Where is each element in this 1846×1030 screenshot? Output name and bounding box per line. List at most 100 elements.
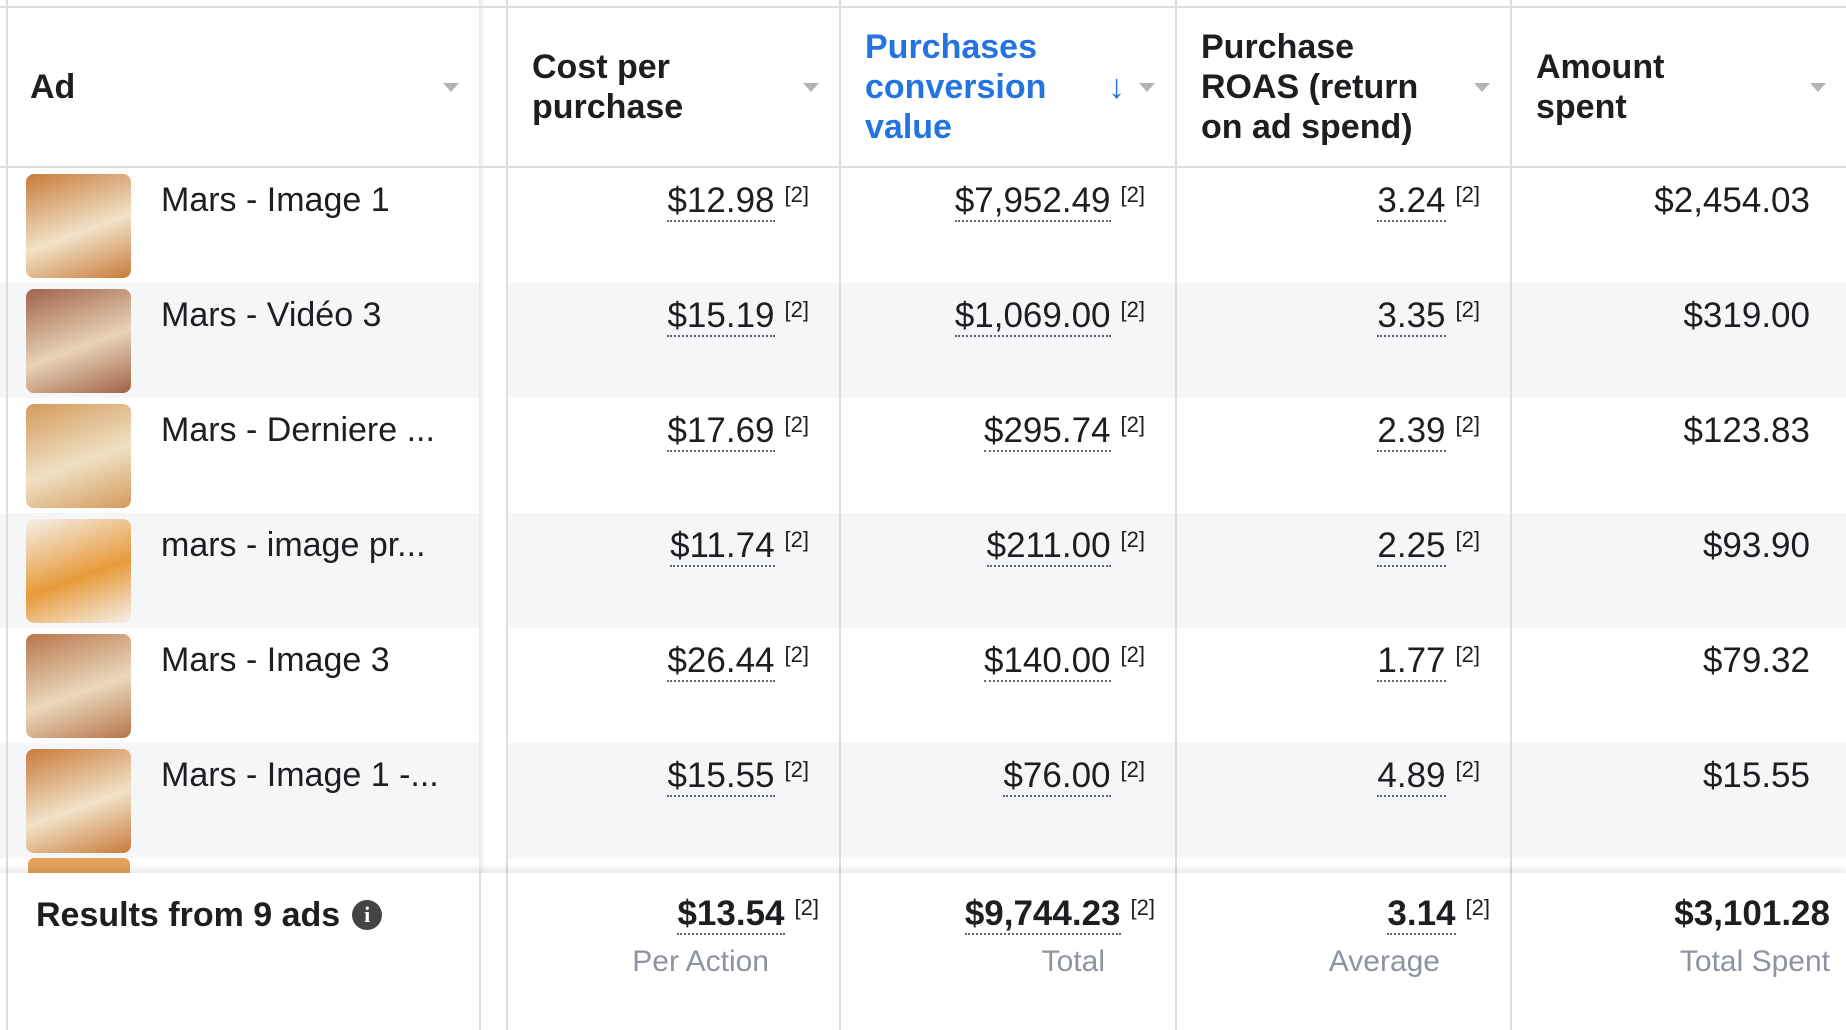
footnote: [2] — [1465, 895, 1490, 920]
metric-cell: 2.25 [2] — [1175, 527, 1510, 567]
metric-cell: $26.44 [2] — [506, 642, 839, 682]
ad-name[interactable]: mars - image pr... — [161, 526, 426, 564]
footer-bg — [0, 873, 1846, 1030]
footer-caption: Total Spent — [1679, 945, 1830, 978]
metric-cell: $11.74 [2] — [506, 527, 839, 567]
column-divider — [1510, 0, 1512, 1030]
ad-thumbnail — [26, 749, 131, 853]
ad-name[interactable]: Mars - Derniere ... — [161, 411, 435, 449]
metric-value: 3.24 — [1377, 181, 1446, 222]
header-label: Purchases conversion value — [865, 28, 1047, 146]
header-label: Amount spent — [1536, 48, 1665, 126]
metric-cell: $2,454.03 — [1510, 182, 1846, 220]
ad-name[interactable]: Mars - Image 3 — [161, 641, 390, 679]
footnote: [2] — [1120, 642, 1145, 667]
header-top-border — [0, 6, 1846, 8]
metric-value: $123.83 — [1683, 411, 1810, 450]
frozen-gap — [479, 0, 506, 1030]
row-partial — [28, 858, 130, 873]
dropdown-caret — [1474, 82, 1490, 92]
metric-value: 3.35 — [1377, 296, 1446, 337]
column-divider — [839, 873, 841, 1030]
footer-value: $9,744.23 — [964, 894, 1121, 935]
column-divider — [479, 873, 481, 1030]
metric-value: $7,952.49 — [954, 181, 1111, 222]
footer-caption: Average — [1328, 945, 1440, 978]
dropdown-caret — [1810, 82, 1826, 92]
footnote: [2] — [1455, 642, 1480, 667]
metric-value: $26.44 — [667, 641, 775, 682]
header-label: Ad — [30, 68, 76, 106]
metric-value: $319.00 — [1683, 296, 1810, 335]
metric-value: 1.77 — [1377, 641, 1446, 682]
metric-cell: $15.55 — [1510, 757, 1846, 795]
column-divider — [6, 873, 8, 1030]
footnote: [2] — [1130, 895, 1155, 920]
footer-cell: $9,744.23 [2] — [839, 895, 1175, 935]
metric-cell: 4.89 [2] — [1175, 757, 1510, 797]
metric-cell: $93.90 — [1510, 527, 1846, 565]
metric-cell: $123.83 — [1510, 412, 1846, 450]
info-icon[interactable]: i — [352, 900, 383, 930]
metric-cell: $15.19 [2] — [506, 297, 839, 337]
metric-cell: $12.98 [2] — [506, 182, 839, 222]
metric-cell: $211.00 [2] — [839, 527, 1175, 567]
metric-value: $79.32 — [1702, 641, 1810, 680]
footer-cell: $3,101.28 — [1510, 895, 1846, 933]
footnote: [2] — [1455, 757, 1480, 782]
metric-cell: $15.55 [2] — [506, 757, 839, 797]
header-label: Cost per purchase — [532, 48, 684, 126]
metric-value: $140.00 — [984, 641, 1111, 682]
metric-value: $76.00 — [1003, 756, 1111, 797]
metric-value: $93.90 — [1702, 526, 1810, 565]
ad-name[interactable]: Mars - Image 1 — [161, 181, 390, 219]
footnote: [2] — [784, 527, 809, 552]
metric-value: $17.69 — [667, 411, 775, 452]
row-bg — [0, 283, 1846, 398]
metric-value: $15.19 — [667, 296, 775, 337]
metric-value: $1,069.00 — [954, 296, 1111, 337]
footnote: [2] — [1120, 182, 1145, 207]
footnote: [2] — [784, 642, 809, 667]
column-divider — [839, 0, 841, 1030]
ad-name[interactable]: Mars - Vidéo 3 — [161, 296, 382, 334]
dropdown-caret — [443, 82, 459, 92]
footer-value: $13.54 — [677, 894, 785, 935]
ad-thumbnail — [26, 174, 131, 278]
footnote: [2] — [1120, 297, 1145, 322]
footnote: [2] — [784, 297, 809, 322]
metric-cell: $7,952.49 [2] — [839, 182, 1175, 222]
footnote: [2] — [1455, 527, 1480, 552]
metric-value: $2,454.03 — [1654, 181, 1810, 220]
metric-value: $15.55 — [667, 756, 775, 797]
column-divider — [1175, 0, 1177, 1030]
metric-cell: $295.74 [2] — [839, 412, 1175, 452]
footer-label: Results from 9 ads — [36, 896, 341, 934]
footer-cell: 3.14 [2] — [1175, 895, 1510, 935]
column-header[interactable]: Purchase ROAS (return on ad spend) — [1175, 8, 1510, 166]
header-bottom-border — [0, 166, 1846, 168]
footnote: [2] — [1455, 182, 1480, 207]
footnote: [2] — [1455, 297, 1480, 322]
metric-value: 4.89 — [1377, 756, 1446, 797]
column-divider — [1175, 873, 1177, 1030]
column-header[interactable]: Ad — [6, 8, 479, 166]
column-header[interactable]: Amount spent — [1510, 8, 1846, 166]
ad-thumbnail — [26, 519, 131, 623]
footnote: [2] — [794, 895, 819, 920]
metric-cell: $79.32 — [1510, 642, 1846, 680]
ad-name[interactable]: Mars - Image 1 -... — [161, 756, 439, 794]
column-divider — [506, 873, 508, 1030]
column-header[interactable]: Cost per purchase — [506, 8, 839, 166]
column-header[interactable]: Purchases conversion value ↓ — [839, 8, 1175, 166]
metric-cell: 1.77 [2] — [1175, 642, 1510, 682]
dropdown-caret — [803, 82, 819, 92]
footnote: [2] — [784, 757, 809, 782]
column-divider — [6, 0, 8, 1030]
ad-thumbnail — [26, 289, 131, 393]
metric-cell: $1,069.00 [2] — [839, 297, 1175, 337]
footer-cell: $13.54 [2] — [506, 895, 839, 935]
metric-cell: 3.24 [2] — [1175, 182, 1510, 222]
footnote: [2] — [784, 182, 809, 207]
